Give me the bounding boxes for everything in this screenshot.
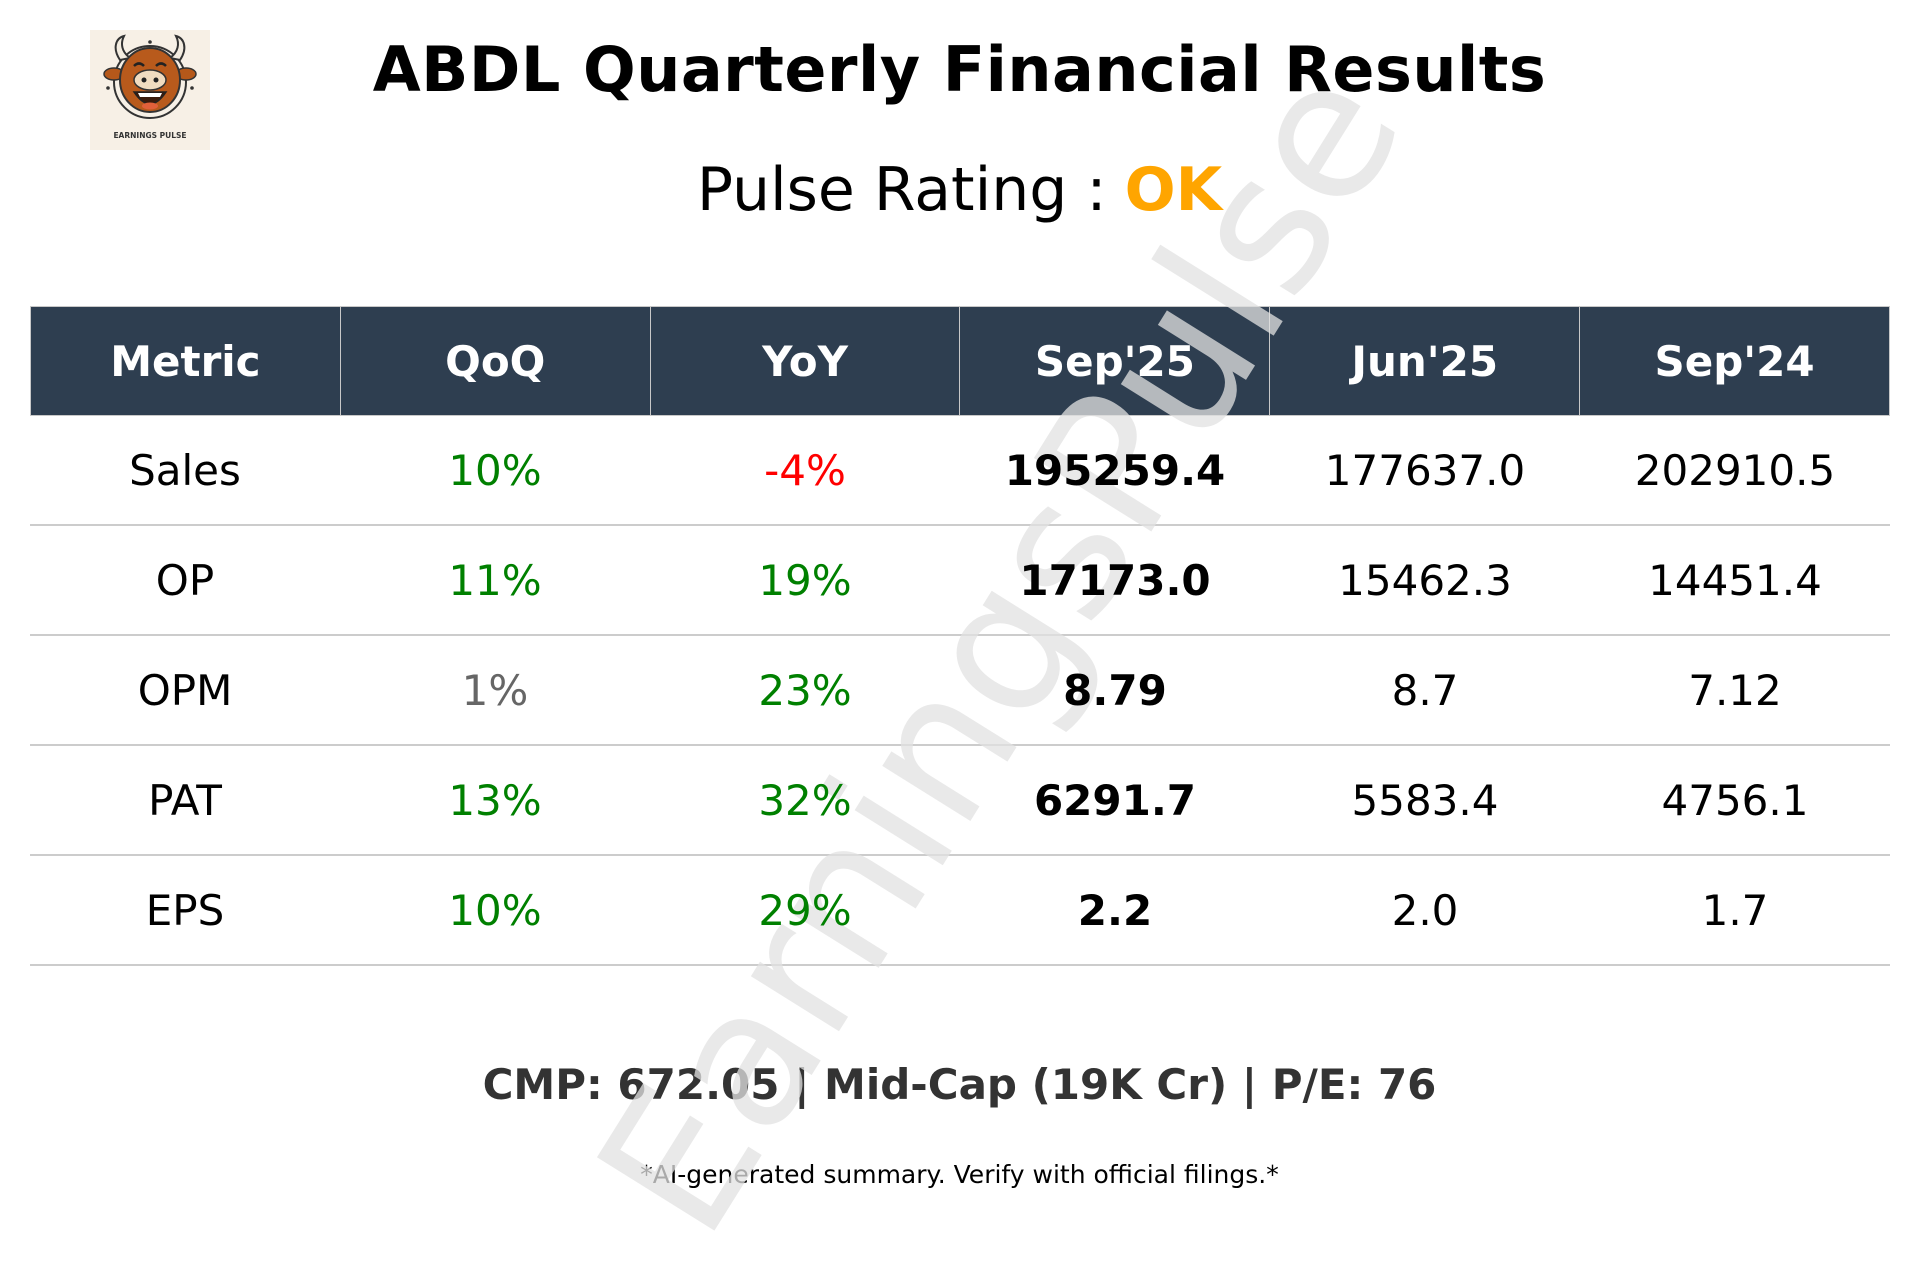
sep24-cell: 4756.1 bbox=[1661, 775, 1809, 825]
yoy-cell: 23% bbox=[758, 665, 852, 715]
disclaimer: *AI-generated summary. Verify with offic… bbox=[640, 1160, 1279, 1189]
metric-cell: Sales bbox=[129, 445, 241, 495]
results-table: Metric QoQ YoY Sep'25 Jun'25 Sep'24 Sale… bbox=[30, 306, 1890, 966]
qoq-cell: 13% bbox=[448, 775, 542, 825]
metric-cell: PAT bbox=[148, 775, 222, 825]
pulse-rating: Pulse Rating : OK bbox=[0, 154, 1919, 226]
earnings-pulse-logo: EARNINGS PULSE bbox=[90, 30, 210, 150]
table-row: OP 11% 19% 17173.0 15462.3 14451.4 bbox=[30, 526, 1890, 636]
sep25-cell: 6291.7 bbox=[1033, 775, 1197, 825]
pulse-rating-label: Pulse Rating : bbox=[696, 155, 1107, 225]
qoq-cell: 10% bbox=[448, 885, 542, 935]
market-stats: CMP: 672.05 | Mid-Cap (19K Cr) | P/E: 76 bbox=[482, 1060, 1437, 1109]
yoy-cell: 32% bbox=[758, 775, 852, 825]
yoy-cell: 19% bbox=[758, 555, 852, 605]
table-header: Metric QoQ YoY Sep'25 Jun'25 Sep'24 bbox=[30, 306, 1890, 416]
bull-icon: EARNINGS PULSE bbox=[103, 34, 197, 140]
jun25-cell: 5583.4 bbox=[1351, 775, 1499, 825]
svg-text:EARNINGS PULSE: EARNINGS PULSE bbox=[113, 131, 186, 140]
sep24-cell: 7.12 bbox=[1688, 665, 1782, 715]
sep24-cell: 14451.4 bbox=[1648, 555, 1822, 605]
table-row: Sales 10% -4% 195259.4 177637.0 202910.5 bbox=[30, 416, 1890, 526]
table-row: PAT 13% 32% 6291.7 5583.4 4756.1 bbox=[30, 746, 1890, 856]
jun25-cell: 2.0 bbox=[1391, 885, 1459, 935]
qoq-cell: 1% bbox=[461, 665, 529, 715]
metric-cell: OP bbox=[155, 555, 215, 605]
column-header-qoq: QoQ bbox=[339, 307, 650, 415]
sep25-cell: 2.2 bbox=[1077, 885, 1153, 935]
sep25-cell: 17173.0 bbox=[1019, 555, 1211, 605]
qoq-cell: 11% bbox=[448, 555, 542, 605]
metric-cell: EPS bbox=[145, 885, 225, 935]
yoy-cell: -4% bbox=[764, 445, 846, 495]
pulse-rating-value: OK bbox=[1124, 155, 1223, 225]
sep25-cell: 195259.4 bbox=[1004, 445, 1226, 495]
yoy-cell: 29% bbox=[758, 885, 852, 935]
sep25-cell: 8.79 bbox=[1063, 665, 1167, 715]
column-header-metric: Metric bbox=[110, 336, 261, 386]
column-header-jun25: Jun'25 bbox=[1269, 307, 1579, 415]
jun25-cell: 15462.3 bbox=[1338, 555, 1512, 605]
metric-cell: OPM bbox=[137, 665, 233, 715]
qoq-cell: 10% bbox=[448, 445, 542, 495]
column-header-yoy: YoY bbox=[649, 307, 960, 415]
column-header-sep24: Sep'24 bbox=[1579, 307, 1889, 415]
table-row: OPM 1% 23% 8.79 8.7 7.12 bbox=[30, 636, 1890, 746]
page-title: ABDL Quarterly Financial Results bbox=[372, 33, 1547, 106]
jun25-cell: 177637.0 bbox=[1324, 445, 1526, 495]
sep24-cell: 1.7 bbox=[1701, 885, 1769, 935]
jun25-cell: 8.7 bbox=[1391, 665, 1459, 715]
table-row: EPS 10% 29% 2.2 2.0 1.7 bbox=[30, 856, 1890, 966]
sep24-cell: 202910.5 bbox=[1634, 445, 1836, 495]
column-header-sep25: Sep'25 bbox=[959, 307, 1269, 415]
